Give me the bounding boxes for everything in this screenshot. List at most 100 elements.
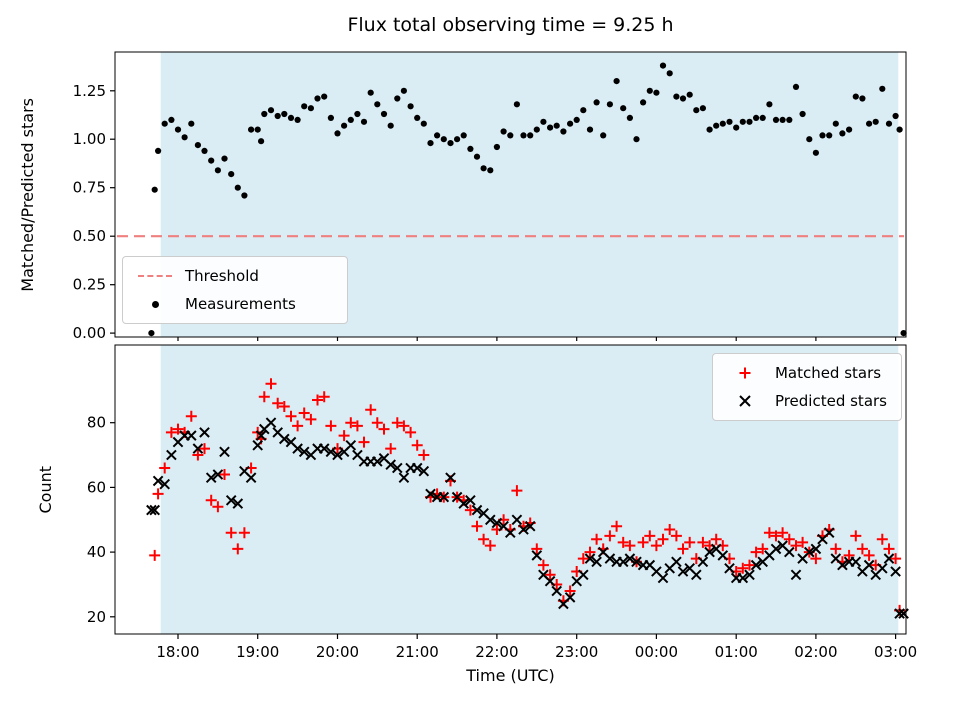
measurement-point <box>387 122 394 129</box>
predicted-star-point <box>199 427 210 438</box>
predicted-star-point <box>332 449 343 461</box>
legend-item-measurements: Measurements <box>137 295 333 313</box>
matched-star-point <box>292 420 304 432</box>
predicted-star-point <box>219 446 230 458</box>
y-tick-label: 20 <box>87 608 106 626</box>
predicted-star-point <box>252 439 264 451</box>
predicted-star-point <box>391 462 403 474</box>
predicted-star-point <box>837 559 848 571</box>
predicted-star-point <box>292 443 303 454</box>
measurement-point <box>826 132 833 139</box>
measurement-point <box>567 120 574 127</box>
predicted-star-point <box>524 520 536 532</box>
predicted-star-point <box>411 462 423 474</box>
predicted-star-point <box>697 556 709 568</box>
matched-star-point <box>152 488 164 500</box>
predicted-star-point <box>617 556 629 568</box>
matched-star-point <box>604 530 616 542</box>
measurement-point <box>221 155 228 162</box>
y-tick-label: 0.75 <box>73 179 106 197</box>
legend-label-matched-stars: Matched stars <box>774 364 882 382</box>
matched-star-point <box>358 436 370 448</box>
measurement-point <box>354 110 361 118</box>
measurement-point <box>467 145 474 152</box>
predicted-star-point <box>737 572 749 584</box>
predicted-star-point <box>810 543 822 555</box>
predicted-star-point <box>717 550 729 561</box>
measurement-point <box>188 120 195 127</box>
y-tick-label: 60 <box>87 478 106 496</box>
measurement-point <box>307 105 314 112</box>
measurement-point <box>593 99 600 106</box>
measurement-point <box>334 130 341 137</box>
x-tick-label: 18:00 <box>156 643 199 661</box>
measurement-point <box>799 110 806 118</box>
measurement-point <box>151 186 158 193</box>
measurement-point <box>852 93 859 100</box>
matched-star-point <box>537 559 549 571</box>
matched-star-point <box>624 540 636 552</box>
matched-star-point <box>684 536 696 548</box>
measurement-point <box>640 99 647 106</box>
predicted-star-point <box>770 543 782 555</box>
measurement-point <box>753 114 760 121</box>
measurement-point <box>520 132 527 139</box>
measurement-point <box>168 116 175 123</box>
matched-star-point <box>305 413 317 425</box>
predicted-star-point <box>624 553 636 564</box>
matched-star-point <box>312 394 323 406</box>
threshold-dashed-line-icon <box>137 275 173 277</box>
matched-star-point <box>637 536 649 548</box>
measurement-point <box>733 124 740 131</box>
predicted-star-point <box>149 504 161 516</box>
predicted-star-point <box>205 472 217 484</box>
predicted-star-point <box>511 514 523 526</box>
measurement-point <box>493 143 500 151</box>
measurement-point <box>540 118 547 125</box>
matched-star-point <box>165 426 177 438</box>
matched-star-point <box>763 527 775 539</box>
predicted-star-point <box>518 524 529 535</box>
predicted-star-point <box>265 417 277 429</box>
predicted-star-point <box>471 504 483 516</box>
matched-star-point <box>219 469 230 480</box>
measurement-point <box>896 126 903 133</box>
matched-star-point <box>149 549 161 561</box>
measurement-point <box>161 120 168 127</box>
measurement-point <box>839 130 846 137</box>
measurement-point <box>394 95 401 102</box>
matched-star-point <box>238 527 250 539</box>
matched-star-point <box>611 520 623 532</box>
matched-star-point <box>345 417 357 429</box>
measurement-point <box>819 132 826 139</box>
measurement-point <box>666 70 673 77</box>
measurement-point <box>846 126 853 133</box>
predicted-star-point <box>166 449 177 461</box>
matched-star-point <box>850 530 862 542</box>
predicted-star-point <box>724 562 735 574</box>
measurement-point <box>241 192 248 199</box>
measurement-point <box>786 116 793 123</box>
matched-star-point <box>265 378 277 390</box>
measurement-point <box>367 89 374 96</box>
measurement-point <box>294 116 301 123</box>
matched-star-point <box>564 585 576 597</box>
matched-star-point <box>192 449 204 461</box>
matched-star-point <box>391 417 403 429</box>
predicted-star-point <box>278 433 290 445</box>
measurement-point <box>261 110 268 118</box>
legend-label-measurements: Measurements <box>185 295 296 313</box>
measurement-point <box>806 136 813 143</box>
predicted-star-point <box>225 494 237 506</box>
x-tick-label: 23:00 <box>555 643 598 661</box>
measurement-point <box>414 114 421 121</box>
matched-star-point <box>697 536 709 548</box>
matched-star-point <box>199 443 210 455</box>
measurement-point <box>600 132 607 139</box>
measurement-point <box>181 134 188 141</box>
measurement-point <box>360 118 368 125</box>
matched-star-point <box>670 530 682 542</box>
matched-star-point <box>544 569 556 581</box>
matched-star-point <box>285 410 297 422</box>
measurement-point <box>347 116 354 123</box>
